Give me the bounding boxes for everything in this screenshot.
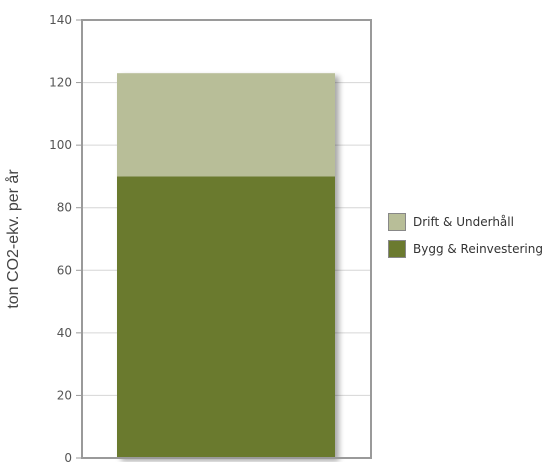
y-axis-ticks: 0 20 40 60 80 100 120 140 bbox=[49, 13, 82, 462]
y-tick-label: 80 bbox=[57, 201, 72, 215]
plot-area-frame bbox=[81, 19, 372, 459]
y-tick-label: 100 bbox=[49, 138, 72, 152]
y-tick-label: 120 bbox=[49, 76, 72, 90]
y-tick-label: 140 bbox=[49, 13, 72, 27]
legend-swatch-bygg bbox=[388, 240, 406, 258]
bar-segment-drift-underhall bbox=[117, 73, 335, 177]
legend-item-drift: Drift & Underhåll bbox=[388, 212, 543, 232]
legend: Drift & Underhåll Bygg & Reinvestering bbox=[388, 212, 543, 266]
legend-swatch-drift bbox=[388, 213, 406, 231]
legend-label-bygg: Bygg & Reinvestering bbox=[413, 242, 543, 256]
legend-label-drift: Drift & Underhåll bbox=[413, 215, 514, 229]
legend-item-bygg: Bygg & Reinvestering bbox=[388, 239, 543, 259]
y-axis-label: ton CO2-ekv. per år bbox=[4, 169, 22, 309]
y-tick-label: 60 bbox=[57, 263, 72, 277]
y-tick-label: 40 bbox=[57, 326, 72, 340]
y-tick-label: 0 bbox=[64, 451, 72, 462]
bar-segment-bygg-reinvestering bbox=[117, 176, 335, 458]
bars bbox=[117, 73, 335, 458]
y-tick-label: 20 bbox=[57, 388, 72, 402]
